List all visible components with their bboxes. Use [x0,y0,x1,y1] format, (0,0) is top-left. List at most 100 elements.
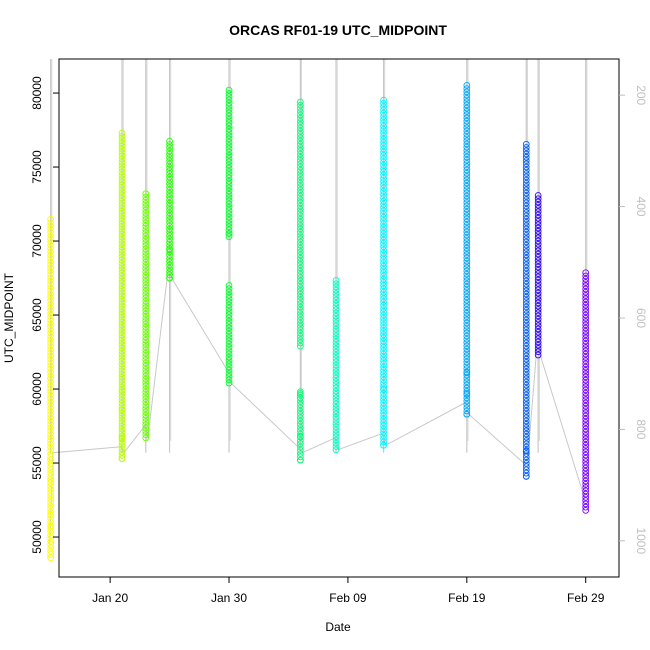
data-point [463,407,471,415]
data-point [225,184,233,192]
data-point [582,481,590,488]
data-point [166,144,173,152]
data-point [225,356,233,364]
data-point [380,354,387,361]
data-point [118,370,126,378]
data-point [522,147,530,155]
data-point [225,109,233,117]
data-point [582,451,590,459]
data-point [118,230,126,238]
data-point [47,404,55,412]
data-point [118,377,126,384]
data-point [380,389,387,397]
data-point [332,325,340,333]
data-point [297,222,304,229]
data-point [380,298,387,306]
data-point [582,399,590,407]
data-point [166,264,173,272]
data-point [380,285,387,293]
data-point [582,272,590,280]
data-point [380,106,387,114]
data-point [582,282,590,290]
data-point [166,219,173,227]
data-point [142,362,150,370]
data-point [380,207,387,215]
data-point [522,267,530,275]
data-point [582,490,590,498]
data-point [582,318,590,325]
data-point [47,417,55,425]
data-point [166,183,173,191]
data-point [332,394,340,401]
data-point [225,96,233,104]
data-point [47,492,55,500]
data-point [522,166,530,174]
data-point [166,167,173,174]
data-point [380,236,387,244]
data-point [47,489,55,496]
data-point [118,129,126,137]
data-point [522,209,530,216]
data-point [463,231,471,239]
data-point [380,383,387,391]
data-point [47,388,55,396]
data-point [522,407,530,415]
data-point [118,396,126,404]
data-point [463,362,471,369]
data-point [463,173,471,180]
data-point [522,368,530,376]
data-point-outlier [47,478,55,486]
data-point [582,503,590,511]
data-point [522,433,530,441]
data-point [166,216,173,223]
data-point [582,454,590,462]
data-point [522,355,530,363]
data-point [534,283,542,290]
data-point [142,301,150,308]
data-point [225,314,233,322]
data-point [118,165,126,173]
data-point [522,339,530,347]
data-point [118,308,126,316]
data-point [463,176,471,184]
data-point [332,410,340,418]
data-point [118,412,126,420]
data-point [380,174,387,182]
data-point [297,326,304,334]
data-point [142,281,150,289]
data-point [118,237,126,244]
data-point [463,143,471,151]
data-point [47,411,55,418]
data-point [380,220,387,228]
data-point [297,303,304,311]
data-point [582,428,590,436]
data-point [118,448,126,456]
data-point [332,443,340,450]
data-point [225,327,233,335]
data-point [47,306,55,314]
data-point [380,311,387,319]
data-point [463,235,471,242]
data-point [522,362,530,370]
data-point [47,219,55,226]
data-point [166,242,173,249]
data-point [463,81,471,89]
data-point [47,215,55,223]
x-tick-label: Feb 19 [448,591,486,605]
data-point [534,214,542,222]
data-point [463,248,471,255]
data-point [332,413,340,421]
data-point [142,232,150,240]
data-point [297,453,304,461]
data-point [225,181,233,188]
data-point [463,95,471,102]
data-point [47,310,55,317]
data-point [118,185,126,192]
data-point [582,308,590,316]
data-point [297,297,304,304]
data-point [118,305,126,313]
data-point [118,432,126,440]
data-point-outlier [47,456,55,464]
data-point [332,316,340,323]
data-point [534,325,542,333]
